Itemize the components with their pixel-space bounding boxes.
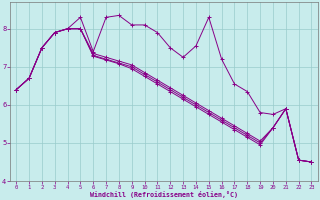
- X-axis label: Windchill (Refroidissement éolien,°C): Windchill (Refroidissement éolien,°C): [90, 191, 238, 198]
